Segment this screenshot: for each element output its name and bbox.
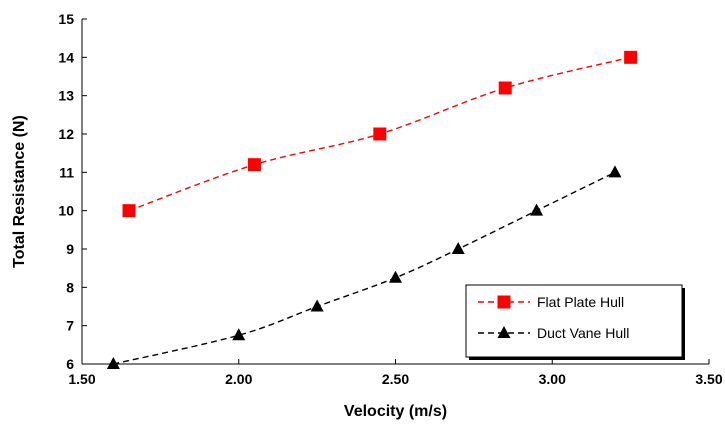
data-point — [232, 328, 246, 341]
y-tick-label: 14 — [58, 49, 74, 65]
data-point — [608, 165, 622, 178]
y-axis-ticks: 6 7 8 9 10 11 12 13 14 15 — [58, 11, 87, 372]
x-tick-label: 1.50 — [68, 371, 95, 387]
data-point — [310, 299, 324, 312]
legend-marker — [497, 295, 511, 309]
data-point — [624, 50, 638, 64]
y-axis-title: Total Resistance (N) — [11, 115, 28, 268]
data-point — [530, 203, 544, 216]
legend-label: Duct Vane Hull — [537, 325, 629, 341]
data-point — [498, 81, 512, 95]
series-layer — [106, 50, 638, 369]
y-tick-label: 7 — [66, 318, 74, 334]
x-tick-label: 3.00 — [539, 371, 566, 387]
x-axis-ticks: 1.50 2.00 2.50 3.00 3.50 — [68, 359, 723, 387]
legend-entry: Flat Plate Hull — [478, 294, 624, 310]
y-tick-label: 6 — [66, 356, 74, 372]
series-1 — [106, 165, 622, 369]
legend: Flat Plate Hull Duct Vane Hull — [465, 284, 685, 360]
y-tick-label: 13 — [58, 88, 74, 104]
data-point — [389, 270, 402, 283]
x-axis-title: Velocity (m/s) — [344, 403, 447, 420]
legend-marker — [497, 326, 511, 338]
x-tick-label: 2.00 — [225, 371, 252, 387]
y-tick-label: 10 — [58, 203, 74, 219]
y-tick-label: 8 — [66, 279, 74, 295]
legend-entry: Duct Vane Hull — [478, 325, 629, 341]
x-tick-label: 2.50 — [382, 371, 409, 387]
data-point — [106, 357, 120, 369]
data-point — [451, 242, 465, 254]
series-0 — [122, 50, 638, 218]
y-tick-label: 12 — [58, 126, 74, 142]
y-tick-label: 15 — [58, 11, 74, 27]
data-point — [247, 158, 261, 172]
data-point — [373, 127, 387, 141]
y-tick-label: 11 — [59, 164, 74, 180]
legend-label: Flat Plate Hull — [537, 294, 624, 310]
y-tick-label: 9 — [66, 241, 74, 257]
data-point — [122, 204, 136, 218]
x-tick-label: 3.50 — [695, 371, 722, 387]
